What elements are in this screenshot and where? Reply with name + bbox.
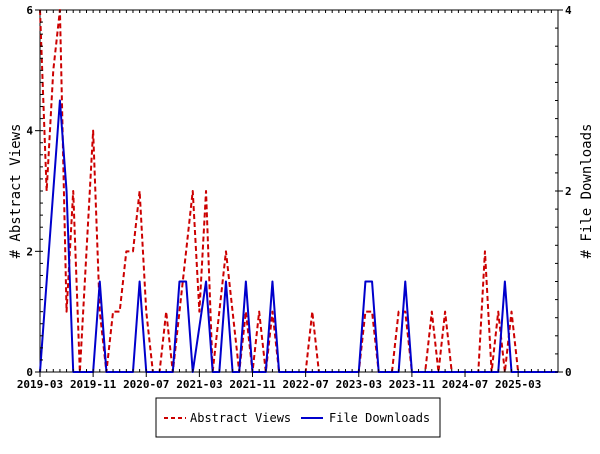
x-tick-label: 2019-03 bbox=[17, 378, 63, 391]
legend-label-file-downloads: File Downloads bbox=[329, 411, 430, 425]
y-tick-label: 2 bbox=[26, 245, 33, 258]
legend-label-abstract-views: Abstract Views bbox=[190, 411, 291, 425]
y-tick-label: 0 bbox=[26, 366, 33, 379]
plot-area bbox=[39, 9, 559, 373]
x-tick-label: 2020-07 bbox=[123, 378, 169, 391]
ticks-layer: 2019-03 2019-11 2020-07 2021-03 2021-11 2022-… bbox=[17, 4, 572, 391]
x-tick-label: 2023-03 bbox=[336, 378, 382, 391]
y-tick-label: 4 bbox=[26, 125, 33, 138]
x-tick-label: 2025-03 bbox=[495, 378, 541, 391]
x-tick-label: 2019-11 bbox=[70, 378, 117, 391]
x-tick-label: 2021-11 bbox=[229, 378, 276, 391]
y2-axis-title: # File Downloads bbox=[579, 124, 595, 259]
x-tick-label: 2023-11 bbox=[389, 378, 436, 391]
y-tick-label: 6 bbox=[26, 4, 33, 17]
y2-tick-label: 0 bbox=[565, 366, 572, 379]
legend-box bbox=[155, 397, 441, 438]
y2-tick-label: 2 bbox=[565, 185, 572, 198]
x-tick-label: 2022-07 bbox=[282, 378, 328, 391]
x-tick-label: 2021-03 bbox=[176, 378, 222, 391]
legend: Abstract Views File Downloads bbox=[155, 397, 441, 438]
x-tick-label: 2024-07 bbox=[442, 378, 488, 391]
y-axis-title: # Abstract Views bbox=[8, 124, 24, 259]
y2-tick-label: 4 bbox=[565, 4, 572, 17]
